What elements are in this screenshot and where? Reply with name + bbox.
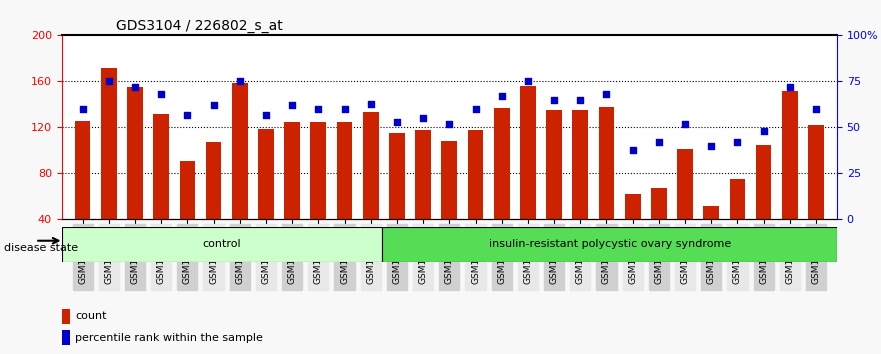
- Point: [704, 143, 718, 149]
- Point: [626, 147, 640, 152]
- Point: [599, 91, 613, 97]
- Point: [259, 112, 273, 118]
- Bar: [782, 91, 797, 266]
- Point: [311, 106, 325, 112]
- Point: [416, 115, 430, 121]
- Bar: [808, 125, 824, 266]
- Point: [390, 119, 404, 125]
- Point: [233, 79, 247, 84]
- Point: [76, 106, 90, 112]
- Bar: [62, 309, 70, 324]
- FancyBboxPatch shape: [62, 227, 382, 262]
- Point: [574, 97, 588, 103]
- Bar: [75, 120, 91, 266]
- Bar: [651, 188, 667, 266]
- Point: [547, 97, 561, 103]
- Bar: [494, 108, 509, 266]
- Point: [678, 121, 692, 127]
- Bar: [206, 142, 221, 266]
- Point: [469, 106, 483, 112]
- Bar: [441, 141, 457, 266]
- Text: control: control: [203, 239, 241, 249]
- Text: GDS3104 / 226802_s_at: GDS3104 / 226802_s_at: [116, 19, 283, 33]
- Text: insulin-resistant polycystic ovary syndrome: insulin-resistant polycystic ovary syndr…: [489, 239, 731, 249]
- Bar: [598, 107, 614, 266]
- Text: percentile rank within the sample: percentile rank within the sample: [75, 332, 263, 343]
- Bar: [127, 87, 143, 266]
- Bar: [415, 130, 431, 266]
- Point: [337, 106, 352, 112]
- Bar: [677, 149, 692, 266]
- Point: [285, 103, 300, 108]
- Point: [364, 101, 378, 106]
- Bar: [180, 161, 196, 266]
- Bar: [520, 86, 536, 266]
- Text: count: count: [75, 311, 107, 321]
- Point: [809, 106, 823, 112]
- Point: [494, 93, 508, 99]
- Bar: [101, 68, 116, 266]
- Point: [154, 91, 168, 97]
- Point: [102, 79, 116, 84]
- Point: [181, 112, 195, 118]
- Point: [757, 128, 771, 134]
- Point: [652, 139, 666, 145]
- Bar: [573, 110, 589, 266]
- Point: [521, 79, 535, 84]
- Bar: [62, 330, 70, 345]
- FancyBboxPatch shape: [382, 227, 837, 262]
- Bar: [389, 133, 404, 266]
- Point: [730, 139, 744, 145]
- Point: [206, 103, 220, 108]
- Bar: [729, 179, 745, 266]
- Bar: [756, 145, 772, 266]
- Bar: [625, 194, 640, 266]
- Point: [442, 121, 456, 127]
- Point: [128, 84, 142, 90]
- Point: [782, 84, 796, 90]
- Bar: [468, 130, 484, 266]
- Bar: [258, 129, 274, 266]
- Bar: [546, 110, 562, 266]
- Bar: [363, 113, 379, 266]
- Bar: [310, 122, 326, 266]
- Text: disease state: disease state: [4, 243, 78, 253]
- Bar: [337, 122, 352, 266]
- Bar: [153, 114, 169, 266]
- Bar: [232, 82, 248, 266]
- Bar: [703, 206, 719, 266]
- Bar: [285, 122, 300, 266]
